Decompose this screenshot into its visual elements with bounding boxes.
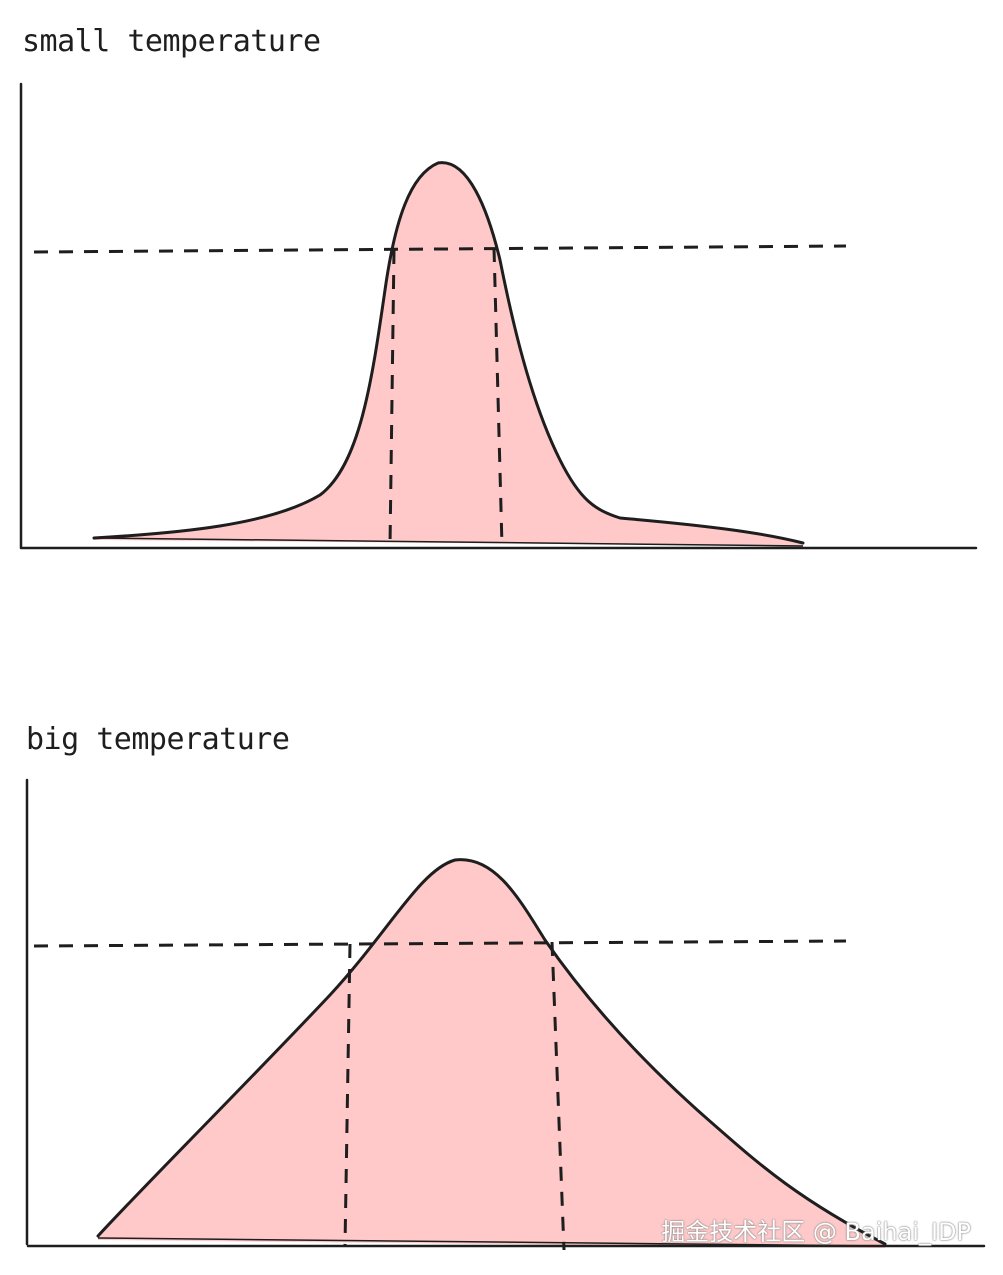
small-temperature-distribution-curve <box>92 161 805 545</box>
big-temperature-panel <box>25 778 986 1251</box>
big-temperature-left-cutoff <box>343 943 352 1247</box>
watermark: 掘金技术社区 @ Baihai_IDP <box>661 1218 971 1246</box>
big-temperature-threshold-line <box>33 939 847 948</box>
small-temperature-threshold-line <box>33 244 847 254</box>
big-temperature-distribution-fill <box>98 859 885 1248</box>
small-temperature-title: small temperature <box>22 24 321 59</box>
small-temperature-panel <box>19 82 978 550</box>
big-temperature-right-cutoff <box>550 941 566 1251</box>
small-temperature-distribution-fill <box>94 162 803 546</box>
small-temperature-baseline-stroke <box>93 537 804 547</box>
big-temperature-title: big temperature <box>26 722 290 757</box>
big-temperature-baseline-stroke <box>97 1237 886 1247</box>
big-temperature-distribution-curve <box>96 858 887 1246</box>
